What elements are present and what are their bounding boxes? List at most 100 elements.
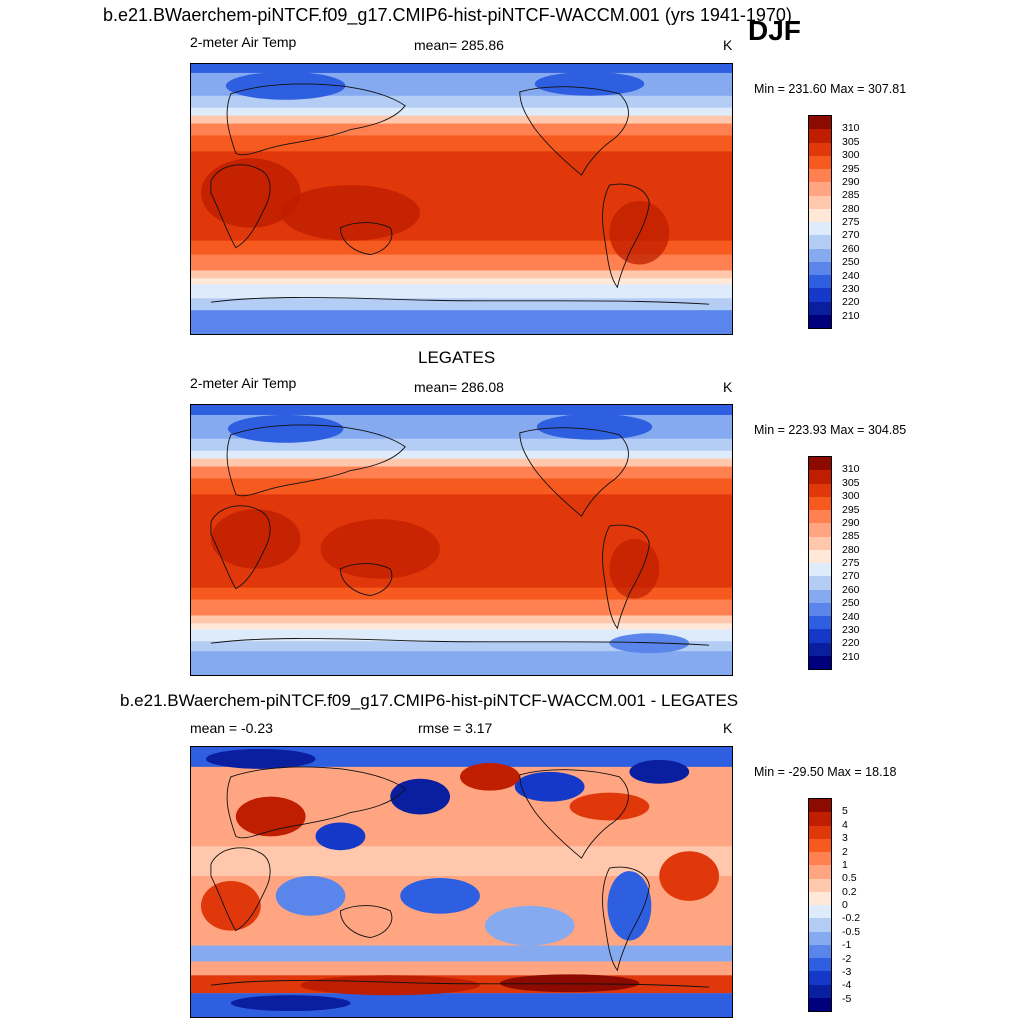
- colorbar-tick-label: 210: [842, 650, 860, 663]
- colorbar-swatch: [809, 288, 831, 302]
- colorbar-tick-label: 4: [842, 818, 848, 831]
- colorbar-tick-label: 275: [842, 216, 860, 228]
- colorbar-swatch: [809, 616, 831, 630]
- colorbar-tick-label: 275: [842, 557, 860, 569]
- colorbar-tick-label: 240: [842, 269, 860, 282]
- colorbar-tick-label: -5: [842, 992, 852, 1005]
- colorbar-tick-label: -0.2: [842, 912, 861, 925]
- colorbar-tick-label: -3: [842, 965, 852, 978]
- colorbar-tick-label: 285: [842, 530, 860, 543]
- colorbar-swatch: [809, 958, 831, 972]
- panel-model-minmax: Min = 231.60 Max = 307.81: [754, 82, 907, 96]
- colorbar-swatch: [809, 812, 831, 826]
- colorbar-tick-label: 295: [842, 503, 860, 516]
- colorbar-swatch: [809, 195, 831, 209]
- colorbar-tick-label: 290: [842, 175, 860, 188]
- colorbar-swatch: [809, 563, 831, 577]
- panel-obs-temperature-field: [191, 405, 732, 675]
- colorbar-swatch: [809, 248, 831, 262]
- panel-diff-mean-label: mean = -0.23: [190, 720, 273, 736]
- colorbar-tick-label: 2: [842, 845, 848, 858]
- panel-diff-title: b.e21.BWaerchem-piNTCF.f09_g17.CMIP6-his…: [120, 691, 739, 710]
- colorbar-tick-label: 5: [842, 805, 848, 818]
- colorbar-swatch: [809, 865, 831, 879]
- colorbar-tick-label: 1: [842, 858, 848, 871]
- colorbar-swatch: [809, 523, 831, 537]
- colorbar-swatch: [809, 129, 831, 143]
- colorbar-tick-label: 290: [842, 516, 860, 529]
- colorbar-tick-label: 280: [842, 202, 860, 215]
- panel-obs-title: LEGATES: [418, 348, 496, 367]
- colorbar-swatch: [809, 825, 831, 839]
- colorbar-tick-label: 270: [842, 570, 860, 583]
- colorbar-swatch: [809, 944, 831, 958]
- panel-diff-units: K: [723, 720, 733, 736]
- colorbar-swatch: [809, 799, 831, 813]
- colorbar-tick-label: 305: [842, 476, 860, 489]
- colorbar-tick-label: 220: [842, 296, 860, 309]
- colorbar-swatch: [809, 905, 831, 919]
- colorbar-swatch: [809, 301, 831, 315]
- panel-diff-rmse-label: rmse = 3.17: [418, 720, 493, 736]
- panel-model-colorbar: [808, 115, 832, 329]
- colorbar-swatch: [809, 182, 831, 196]
- colorbar-tick-label: 305: [842, 135, 860, 148]
- colorbar-tick-label: 250: [842, 256, 860, 269]
- colorbar-swatch: [809, 838, 831, 852]
- panel-diff-difference-field: [191, 747, 732, 1017]
- colorbar-swatch: [809, 142, 831, 156]
- colorbar-swatch: [809, 235, 831, 249]
- colorbar-swatch: [809, 275, 831, 289]
- colorbar-swatch: [809, 918, 831, 932]
- colorbar-tick-label: 250: [842, 597, 860, 610]
- colorbar-tick-label: 230: [842, 282, 860, 295]
- colorbar-tick-label: 220: [842, 637, 860, 650]
- colorbar-swatch: [809, 549, 831, 563]
- colorbar-swatch: [809, 510, 831, 524]
- panel-model-temperature-field: [191, 64, 732, 334]
- colorbar-tick-label: 310: [842, 463, 860, 476]
- colorbar-swatch: [809, 629, 831, 643]
- panel-obs-colorbar: [808, 456, 832, 670]
- panel-obs-mean-label: mean= 286.08: [414, 379, 504, 395]
- colorbar-swatch: [809, 891, 831, 905]
- colorbar-swatch: [809, 496, 831, 510]
- colorbar-tick-label: 260: [842, 583, 860, 596]
- colorbar-tick-label: 300: [842, 490, 860, 503]
- colorbar-swatch: [809, 314, 831, 328]
- panel-obs-minmax: Min = 223.93 Max = 304.85: [754, 423, 907, 437]
- panel-diff-map: [190, 746, 733, 1018]
- colorbar-tick-label: -1: [842, 939, 852, 952]
- colorbar-swatch: [809, 222, 831, 236]
- colorbar-tick-label: 3: [842, 832, 848, 845]
- colorbar-swatch: [809, 169, 831, 183]
- season-label: DJF: [748, 15, 801, 46]
- colorbar-tick-label: 280: [842, 543, 860, 556]
- panel-obs-units: K: [723, 379, 733, 395]
- colorbar-swatch: [809, 483, 831, 497]
- colorbar-tick-label: 310: [842, 122, 860, 135]
- colorbar-swatch: [809, 470, 831, 484]
- colorbar-swatch: [809, 997, 831, 1011]
- colorbar-swatch: [809, 984, 831, 998]
- colorbar-swatch: [809, 536, 831, 550]
- colorbar-swatch: [809, 576, 831, 590]
- colorbar-swatch: [809, 116, 831, 130]
- panel-obs-variable-label: 2-meter Air Temp: [190, 375, 297, 391]
- colorbar-swatch: [809, 971, 831, 985]
- colorbar-tick-label: 0: [842, 899, 848, 911]
- colorbar-swatch: [809, 642, 831, 656]
- colorbar-swatch: [809, 878, 831, 892]
- panel-obs-map: [190, 404, 733, 676]
- panel-model-units: K: [723, 37, 733, 53]
- panel-model-map: [190, 63, 733, 335]
- colorbar-swatch: [809, 589, 831, 603]
- colorbar-swatch: [809, 208, 831, 222]
- colorbar-swatch: [809, 852, 831, 866]
- colorbar-tick-label: -2: [842, 952, 852, 965]
- colorbar-tick-label: 295: [842, 162, 860, 175]
- panel-diff-minmax: Min = -29.50 Max = 18.18: [754, 765, 897, 779]
- colorbar-tick-label: 0.2: [842, 885, 857, 898]
- colorbar-swatch: [809, 931, 831, 945]
- colorbar-swatch: [809, 602, 831, 616]
